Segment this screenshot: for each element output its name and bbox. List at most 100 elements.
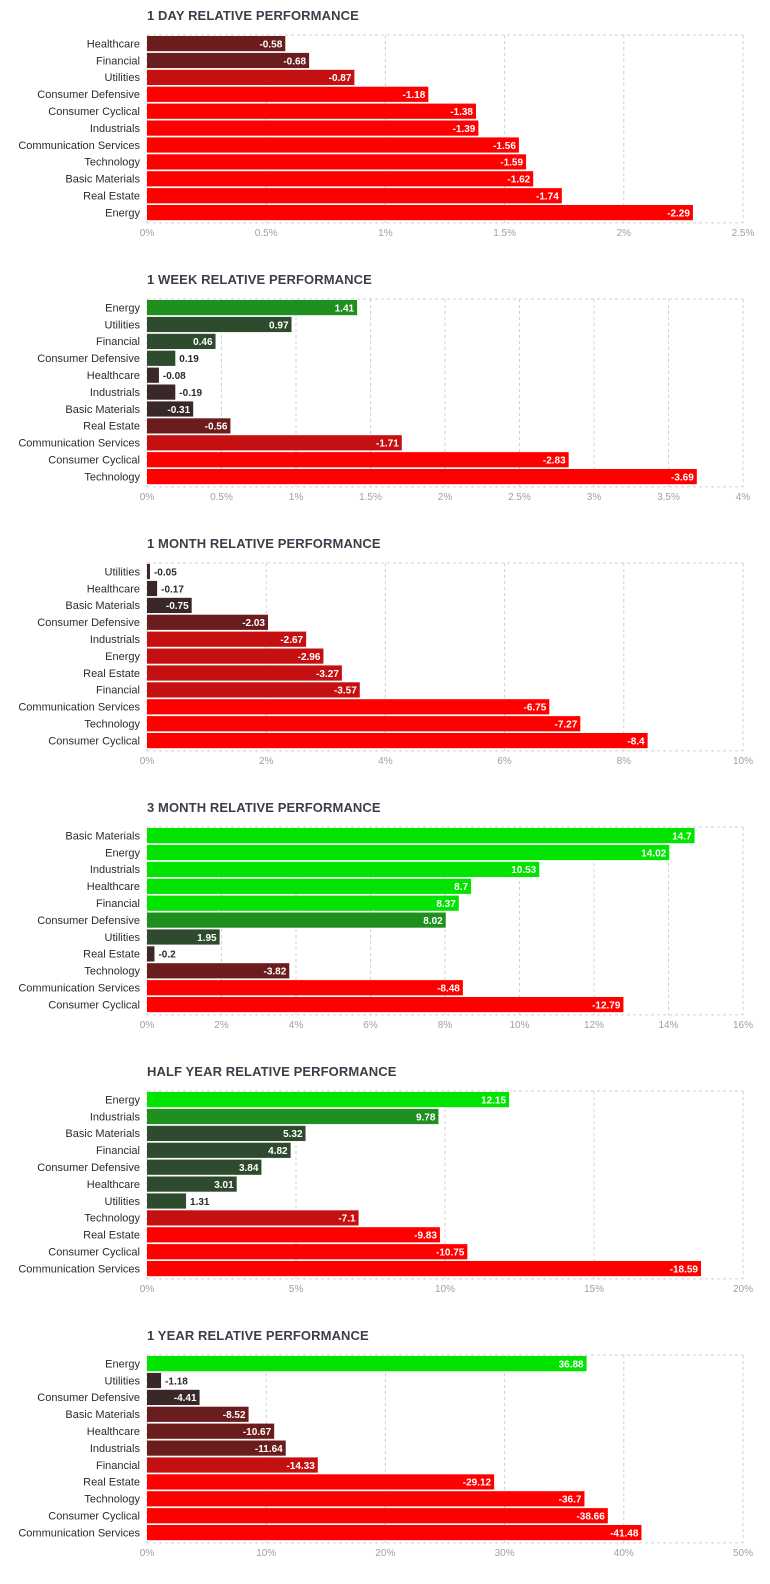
x-tick-label: 10% — [509, 1020, 529, 1031]
value-label: -8.52 — [223, 1410, 246, 1421]
bar[interactable] — [147, 1525, 642, 1541]
value-label: -0.31 — [167, 405, 190, 416]
bar[interactable] — [147, 1406, 249, 1422]
bar[interactable] — [147, 86, 429, 102]
bar[interactable] — [147, 648, 324, 664]
bar[interactable] — [147, 1125, 306, 1141]
bar[interactable] — [147, 1261, 701, 1277]
bar[interactable] — [147, 580, 158, 597]
bar[interactable] — [147, 963, 290, 979]
bar[interactable] — [147, 1440, 286, 1456]
value-label: 36.88 — [559, 1359, 584, 1370]
bar[interactable] — [147, 1108, 439, 1125]
bar[interactable] — [147, 1423, 275, 1439]
bar[interactable] — [147, 1210, 359, 1226]
bar[interactable] — [147, 171, 534, 187]
category-label: Utilities — [105, 1196, 141, 1208]
bar[interactable] — [147, 665, 342, 681]
bar[interactable] — [147, 699, 550, 715]
bar[interactable] — [147, 137, 519, 153]
bar[interactable] — [147, 367, 159, 383]
bar[interactable] — [147, 682, 360, 698]
bar[interactable] — [147, 1356, 587, 1372]
bar[interactable] — [147, 716, 581, 732]
bar[interactable] — [147, 469, 697, 485]
bar[interactable] — [147, 1227, 440, 1243]
bar[interactable] — [147, 878, 472, 894]
category-label: Basic Materials — [65, 1409, 140, 1421]
value-label: -3.69 — [671, 472, 694, 483]
bar[interactable] — [147, 316, 292, 333]
bar[interactable] — [147, 1176, 237, 1192]
bar[interactable] — [147, 980, 463, 996]
category-label: Consumer Cyclical — [48, 455, 140, 467]
bar[interactable] — [147, 300, 358, 316]
bar[interactable] — [147, 1372, 162, 1389]
x-tick-label: 20% — [375, 1548, 395, 1559]
bar[interactable] — [147, 1491, 585, 1507]
bar[interactable] — [147, 564, 150, 580]
bar[interactable] — [147, 912, 446, 928]
bar[interactable] — [147, 154, 527, 170]
bar[interactable] — [147, 614, 268, 630]
value-label: -0.08 — [163, 371, 186, 382]
bar[interactable] — [147, 1193, 187, 1209]
bar[interactable] — [147, 350, 176, 366]
bar[interactable] — [147, 401, 194, 417]
category-label: Real Estate — [83, 949, 140, 961]
bar[interactable] — [147, 435, 402, 451]
bar[interactable] — [147, 36, 286, 52]
value-label: 10.53 — [511, 865, 536, 876]
x-tick-label: 4% — [378, 756, 393, 767]
bar[interactable] — [147, 733, 648, 749]
x-tick-label: 0% — [140, 1284, 155, 1295]
bar[interactable] — [147, 188, 562, 204]
category-label: Industrials — [90, 634, 141, 646]
bar[interactable] — [147, 631, 307, 647]
chart-title: 1 YEAR RELATIVE PERFORMANCE — [147, 1328, 369, 1343]
bar[interactable] — [147, 895, 459, 911]
bar[interactable] — [147, 929, 220, 945]
x-tick-label: 2% — [617, 228, 632, 239]
value-label: -0.17 — [161, 584, 184, 595]
bar[interactable] — [147, 384, 176, 400]
value-label: -18.59 — [670, 1264, 699, 1275]
bar[interactable] — [147, 120, 479, 136]
value-label: -1.18 — [165, 1376, 188, 1387]
bar[interactable] — [147, 997, 624, 1013]
bar[interactable] — [147, 828, 695, 844]
value-label: -38.66 — [576, 1512, 605, 1523]
bar[interactable] — [147, 1092, 510, 1108]
value-label: -1.38 — [450, 107, 473, 118]
bar[interactable] — [147, 69, 355, 85]
bar[interactable] — [147, 1244, 468, 1260]
bar[interactable] — [147, 861, 540, 877]
category-label: Basic Materials — [65, 1128, 140, 1140]
category-label: Consumer Defensive — [37, 915, 140, 927]
bar[interactable] — [147, 333, 216, 349]
bar[interactable] — [147, 52, 310, 69]
bar[interactable] — [147, 452, 569, 468]
bar[interactable] — [147, 418, 231, 434]
bar[interactable] — [147, 205, 693, 221]
bar[interactable] — [147, 1159, 262, 1175]
bar-chart: 0% 10% 20% 30% 40% 50% Energy 36.88 Utilities -1.… — [18, 1354, 753, 1559]
bar[interactable] — [147, 1457, 318, 1473]
bar[interactable] — [147, 844, 670, 861]
value-label: -2.67 — [280, 635, 303, 646]
category-label: Financial — [96, 1145, 140, 1157]
value-label: -1.74 — [536, 192, 559, 203]
value-label: -1.18 — [403, 90, 426, 101]
bar[interactable] — [147, 1142, 291, 1158]
bar[interactable] — [147, 1508, 608, 1524]
bar[interactable] — [147, 1474, 495, 1490]
bar[interactable] — [147, 597, 192, 613]
bar[interactable] — [147, 1389, 200, 1405]
value-label: -29.12 — [463, 1478, 492, 1489]
bar-chart: 0% 0.5% 1% 1.5% 2% 2.5% 3% 3.5% 4% Energy 1.41 Util… — [18, 298, 750, 503]
bar[interactable] — [147, 946, 155, 962]
category-label: Consumer Defensive — [37, 353, 140, 365]
bar[interactable] — [147, 103, 476, 119]
x-tick-label: 0% — [140, 756, 155, 767]
x-tick-label: 40% — [614, 1548, 634, 1559]
